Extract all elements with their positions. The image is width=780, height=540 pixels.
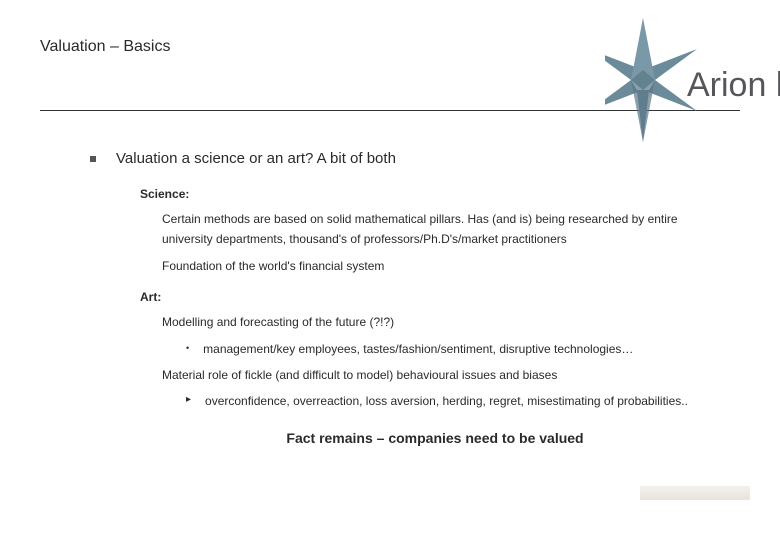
art-sub-1: • management/key employees, tastes/fashi… (186, 339, 730, 359)
dot-bullet-icon: • (186, 343, 189, 353)
brand-logo: Arion bank (605, 8, 780, 148)
science-label: Science: (140, 187, 740, 201)
triangle-bullet-icon: ▸ (186, 394, 191, 405)
slide-content: Valuation a science or an art? A bit of … (90, 150, 740, 446)
science-para-2: Foundation of the world's financial syst… (162, 256, 730, 276)
art-para-1: Modelling and forecasting of the future … (162, 312, 730, 332)
square-bullet-icon (90, 156, 96, 162)
art-sub-2-text: overconfidence, overreaction, loss avers… (205, 391, 688, 411)
slide-title: Valuation – Basics (40, 38, 170, 56)
main-bullet-row: Valuation a science or an art? A bit of … (90, 150, 740, 167)
science-para-1: Certain methods are based on solid mathe… (162, 209, 730, 250)
art-label: Art: (140, 290, 740, 304)
main-bullet-text: Valuation a science or an art? A bit of … (116, 150, 396, 167)
footer-strip (640, 486, 750, 500)
art-sub-1-text: management/key employees, tastes/fashion… (203, 339, 633, 359)
fact-statement: Fact remains – companies need to be valu… (130, 430, 740, 446)
logo-text: Arion bank (687, 66, 780, 104)
art-sub-2: ▸ overconfidence, overreaction, loss ave… (186, 391, 730, 411)
art-para-2: Material role of fickle (and difficult t… (162, 365, 730, 385)
